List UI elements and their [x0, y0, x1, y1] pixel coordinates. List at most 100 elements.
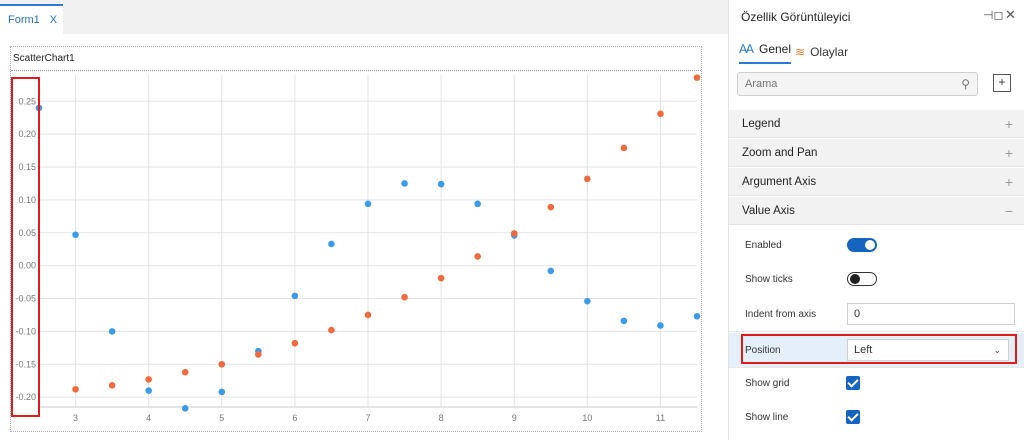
prop-label-show-ticks: Show ticks — [745, 273, 793, 285]
scatter-point-series-1 — [218, 388, 226, 396]
prop-row-position: Position Left ⌄ — [729, 333, 1024, 367]
toggle-knob — [865, 240, 875, 250]
form-designer: Form1 X ScatterChart1 0.25 0.20 0.15 0.10 0.… — [0, 0, 728, 440]
property-viewer-panel: Özellik Görüntüleyici ⊣◻ ✕ Ꜳ Genel ≋ Ola… — [728, 0, 1024, 440]
scatter-point-series-2 — [401, 293, 408, 301]
prop-row-enabled: Enabled — [729, 228, 1024, 262]
document-tab-bar: Form1 X — [0, 0, 728, 34]
tab-olaylar-label: Olaylar — [810, 45, 849, 59]
scatter-chart-plot: 0.25 0.20 0.15 0.10 0.05 0.00 -0.05 -0.10 -0.15 -… — [15, 74, 701, 423]
scatter-point-series-1 — [620, 317, 628, 325]
scatter-point-series-2 — [328, 326, 335, 334]
y-tick-label: -0.20 — [15, 392, 36, 402]
value-axis-highlight-box — [11, 77, 40, 417]
scatter-point-series-1 — [364, 200, 372, 208]
section-label: Zoom and Pan — [742, 146, 818, 159]
scatter-point-series-1 — [108, 328, 116, 335]
prop-label-show-line: Show line — [745, 411, 789, 423]
position-highlight-box — [741, 334, 1017, 364]
section-legend[interactable]: Legend + — [729, 110, 1024, 138]
position-select[interactable]: Left ⌄ — [847, 339, 1009, 361]
expand-plus-icon: + — [1004, 144, 1013, 161]
expand-plus-icon: + — [1004, 115, 1013, 132]
tab-label: Form1 — [8, 14, 40, 26]
scatter-point-series-2 — [474, 253, 481, 260]
search-input[interactable] — [738, 73, 948, 95]
prop-row-indent-from-axis: Indent from axis 0 — [729, 297, 1024, 331]
enabled-toggle[interactable] — [847, 238, 877, 252]
expand-all-button[interactable]: + — [993, 74, 1011, 92]
close-icon[interactable]: ✕ — [1005, 7, 1016, 22]
chevron-down-icon: ⌄ — [993, 345, 1001, 355]
scatter-point-series-2 — [255, 351, 262, 358]
scatter-point-series-2 — [364, 311, 372, 319]
scatter-point-series-2 — [291, 339, 299, 347]
scatter-point-series-1 — [291, 292, 299, 300]
indent-from-axis-input[interactable]: 0 — [847, 303, 1015, 325]
show-line-checkbox[interactable] — [846, 410, 860, 424]
x-tick-label: 7 — [365, 413, 370, 423]
scatter-chart-control[interactable]: ScatterChart1 0.25 0.20 0.15 0.10 0.05 0.00 -0… — [10, 46, 702, 432]
scatter-point-series-2 — [693, 74, 701, 81]
x-tick-label: 4 — [146, 413, 151, 423]
property-search-box: ⚲ — [737, 72, 978, 96]
section-label: Value Axis — [742, 204, 795, 217]
tab-close-icon[interactable]: X — [49, 14, 58, 26]
x-tick-label: 5 — [219, 413, 224, 423]
scatter-point-series-1 — [657, 322, 664, 329]
scatter-point-series-1 — [328, 240, 335, 248]
scatter-point-series-2 — [108, 382, 116, 389]
properties-icon: Ꜳ — [739, 42, 754, 56]
y-tick-label: -0.10 — [15, 326, 36, 336]
scatter-point-series-2 — [181, 368, 189, 376]
prop-label-show-grid: Show grid — [745, 377, 790, 389]
scatter-point-series-2 — [72, 385, 79, 393]
scatter-point-series-1 — [474, 200, 481, 208]
tab-genel[interactable]: Ꜳ Genel — [739, 40, 792, 64]
scatter-point-series-2 — [218, 360, 226, 368]
row-divider — [729, 367, 1024, 368]
show-ticks-toggle[interactable] — [847, 272, 877, 286]
scatter-point-series-2 — [510, 230, 518, 237]
x-tick-label: 8 — [439, 413, 444, 423]
section-value-axis[interactable]: Value Axis − — [729, 197, 1024, 225]
y-tick-label: -0.15 — [15, 359, 36, 369]
section-zoom-and-pan[interactable]: Zoom and Pan + — [729, 139, 1024, 167]
y-tick-label: 0.25 — [18, 96, 36, 106]
prop-row-show-ticks: Show ticks — [729, 262, 1024, 296]
x-tick-label: 11 — [656, 413, 665, 423]
panel-title: Özellik Görüntüleyici — [741, 10, 851, 24]
section-label: Legend — [742, 117, 781, 130]
scatter-point-series-1 — [437, 180, 445, 188]
prop-row-show-line: Show line — [729, 400, 1024, 434]
y-tick-label: 0.20 — [18, 129, 36, 139]
tab-olaylar[interactable]: ≋ Olaylar — [795, 40, 848, 64]
section-label: Argument Axis — [742, 175, 817, 188]
scatter-point-series-1 — [584, 297, 591, 305]
pin-icon[interactable]: ⊣◻ — [983, 8, 1004, 22]
prop-label-position: Position — [745, 344, 781, 356]
collapse-minus-icon: − — [1004, 202, 1013, 219]
prop-label-indent-from-axis: Indent from axis — [745, 308, 817, 320]
prop-label-enabled: Enabled — [745, 239, 782, 251]
chart-name-label: ScatterChart1 — [11, 47, 701, 71]
scatter-point-series-1 — [145, 387, 152, 394]
y-tick-label: 0.05 — [18, 228, 36, 238]
scatter-point-series-2 — [547, 203, 555, 211]
scatter-point-series-2 — [620, 144, 628, 152]
section-argument-axis[interactable]: Argument Axis + — [729, 168, 1024, 196]
x-tick-label: 6 — [292, 413, 297, 423]
search-icon[interactable]: ⚲ — [961, 77, 970, 91]
show-grid-checkbox[interactable] — [846, 376, 860, 390]
x-tick-label: 9 — [512, 413, 517, 423]
tab-genel-label: Genel — [759, 42, 792, 56]
scatter-point-series-1 — [401, 180, 408, 187]
y-tick-label: 0.15 — [18, 162, 36, 172]
y-tick-label: 0.10 — [18, 195, 36, 205]
events-icon: ≋ — [795, 45, 806, 59]
tab-form1[interactable]: Form1 X — [0, 4, 63, 34]
x-tick-label: 10 — [582, 413, 592, 423]
scatter-point-series-1 — [693, 312, 701, 320]
scatter-point-series-2 — [657, 110, 664, 118]
scatter-point-series-2 — [584, 175, 591, 183]
